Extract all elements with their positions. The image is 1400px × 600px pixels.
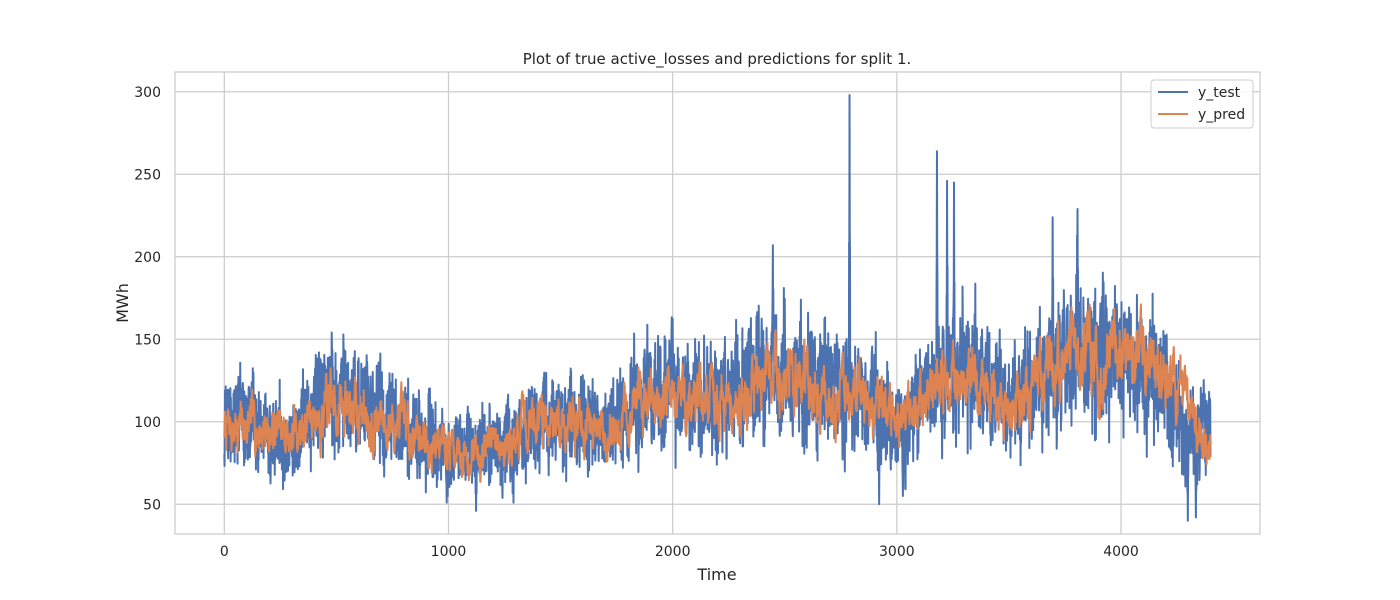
x-tick-label: 2000 [655, 544, 691, 560]
y-tick-label: 200 [134, 250, 161, 266]
x-tick-label: 0 [220, 544, 229, 560]
x-tick-label: 3000 [879, 544, 915, 560]
x-tick-label: 1000 [431, 544, 467, 560]
tick-labels: 0 1000 2000 3000 4000 50 100 150 200 250 300 [134, 85, 1139, 560]
y-tick-label: 250 [134, 167, 161, 183]
y-axis-label: MWh [113, 283, 132, 323]
series-line-y-pred [223, 303, 1212, 483]
x-axis-label: Time [696, 565, 736, 584]
x-tick-label: 4000 [1103, 544, 1139, 560]
y-tick-label: 300 [134, 85, 161, 101]
legend-label-y-pred: y_pred [1198, 107, 1245, 123]
legend-label-y-test: y_test [1198, 85, 1241, 101]
chart-title: Plot of true active_losses and predictio… [523, 50, 912, 69]
axes-frame [174, 71, 1261, 535]
y-tick-label: 50 [143, 497, 161, 513]
y-tick-label: 150 [134, 332, 161, 348]
y-tick-label: 100 [134, 415, 161, 431]
legend: y_test y_pred [1150, 79, 1254, 129]
series-layer [223, 94, 1212, 522]
plot-area [174, 71, 1261, 535]
